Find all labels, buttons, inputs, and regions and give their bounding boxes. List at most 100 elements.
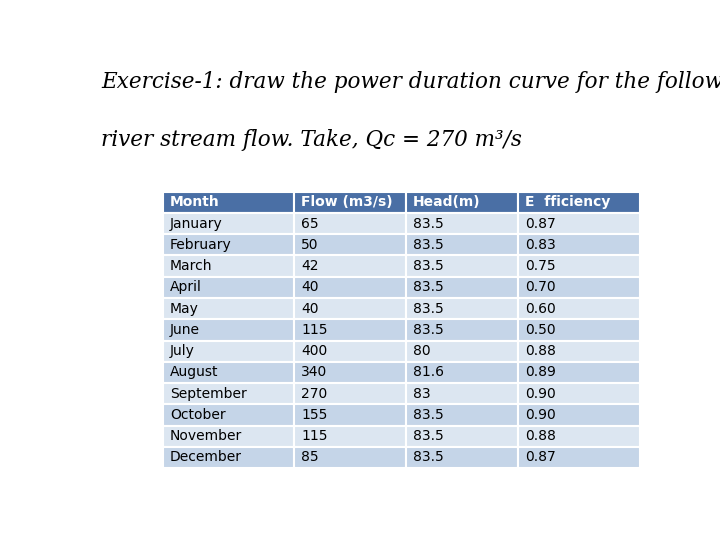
FancyBboxPatch shape <box>518 362 639 383</box>
Text: October: October <box>170 408 225 422</box>
FancyBboxPatch shape <box>518 404 639 426</box>
FancyBboxPatch shape <box>406 404 518 426</box>
FancyBboxPatch shape <box>163 404 294 426</box>
FancyBboxPatch shape <box>294 319 406 341</box>
Text: 83.5: 83.5 <box>413 302 444 315</box>
Text: June: June <box>170 323 199 337</box>
FancyBboxPatch shape <box>294 192 406 213</box>
Text: January: January <box>170 217 222 231</box>
FancyBboxPatch shape <box>294 213 406 234</box>
Text: 0.87: 0.87 <box>525 450 556 464</box>
FancyBboxPatch shape <box>406 192 518 213</box>
FancyBboxPatch shape <box>406 426 518 447</box>
Text: Head(m): Head(m) <box>413 195 481 210</box>
FancyBboxPatch shape <box>406 255 518 276</box>
Text: 0.88: 0.88 <box>525 429 556 443</box>
Text: Exercise-1: draw the power duration curve for the following: Exercise-1: draw the power duration curv… <box>101 71 720 93</box>
FancyBboxPatch shape <box>163 426 294 447</box>
Text: 83.5: 83.5 <box>413 429 444 443</box>
Text: 0.87: 0.87 <box>525 217 556 231</box>
FancyBboxPatch shape <box>406 362 518 383</box>
FancyBboxPatch shape <box>163 234 294 255</box>
FancyBboxPatch shape <box>518 298 639 319</box>
FancyBboxPatch shape <box>294 383 406 404</box>
FancyBboxPatch shape <box>294 447 406 468</box>
Text: April: April <box>170 280 202 294</box>
Text: 83: 83 <box>413 387 431 401</box>
Text: February: February <box>170 238 232 252</box>
FancyBboxPatch shape <box>163 276 294 298</box>
FancyBboxPatch shape <box>163 362 294 383</box>
Text: 50: 50 <box>301 238 318 252</box>
Text: 115: 115 <box>301 323 328 337</box>
Text: 0.90: 0.90 <box>525 408 556 422</box>
Text: 83.5: 83.5 <box>413 450 444 464</box>
FancyBboxPatch shape <box>518 319 639 341</box>
Text: Month: Month <box>170 195 220 210</box>
Text: 42: 42 <box>301 259 318 273</box>
FancyBboxPatch shape <box>294 298 406 319</box>
FancyBboxPatch shape <box>163 319 294 341</box>
Text: 81.6: 81.6 <box>413 366 444 380</box>
FancyBboxPatch shape <box>294 426 406 447</box>
FancyBboxPatch shape <box>406 213 518 234</box>
FancyBboxPatch shape <box>294 255 406 276</box>
Text: Flow (m3/s): Flow (m3/s) <box>301 195 392 210</box>
FancyBboxPatch shape <box>518 447 639 468</box>
Text: 0.75: 0.75 <box>525 259 556 273</box>
Text: 40: 40 <box>301 302 318 315</box>
Text: 155: 155 <box>301 408 328 422</box>
FancyBboxPatch shape <box>406 298 518 319</box>
Text: 83.5: 83.5 <box>413 238 444 252</box>
FancyBboxPatch shape <box>406 383 518 404</box>
Text: 340: 340 <box>301 366 328 380</box>
FancyBboxPatch shape <box>406 276 518 298</box>
Text: July: July <box>170 344 194 358</box>
FancyBboxPatch shape <box>406 319 518 341</box>
FancyBboxPatch shape <box>294 404 406 426</box>
FancyBboxPatch shape <box>163 255 294 276</box>
Text: August: August <box>170 366 218 380</box>
Text: 0.88: 0.88 <box>525 344 556 358</box>
FancyBboxPatch shape <box>294 362 406 383</box>
FancyBboxPatch shape <box>294 234 406 255</box>
Text: river stream flow. Take, Qc = 270 m³/s: river stream flow. Take, Qc = 270 m³/s <box>101 129 522 151</box>
Text: 85: 85 <box>301 450 319 464</box>
Text: 400: 400 <box>301 344 328 358</box>
FancyBboxPatch shape <box>163 341 294 362</box>
Text: September: September <box>170 387 246 401</box>
FancyBboxPatch shape <box>518 276 639 298</box>
Text: 115: 115 <box>301 429 328 443</box>
FancyBboxPatch shape <box>163 213 294 234</box>
Text: 65: 65 <box>301 217 319 231</box>
FancyBboxPatch shape <box>518 192 639 213</box>
Text: 0.83: 0.83 <box>525 238 556 252</box>
FancyBboxPatch shape <box>518 234 639 255</box>
Text: 270: 270 <box>301 387 328 401</box>
Text: November: November <box>170 429 242 443</box>
Text: 83.5: 83.5 <box>413 259 444 273</box>
Text: 80: 80 <box>413 344 431 358</box>
Text: 0.90: 0.90 <box>525 387 556 401</box>
Text: 0.89: 0.89 <box>525 366 556 380</box>
Text: May: May <box>170 302 199 315</box>
FancyBboxPatch shape <box>406 234 518 255</box>
FancyBboxPatch shape <box>518 426 639 447</box>
FancyBboxPatch shape <box>518 383 639 404</box>
FancyBboxPatch shape <box>518 255 639 276</box>
Text: 83.5: 83.5 <box>413 408 444 422</box>
FancyBboxPatch shape <box>163 298 294 319</box>
FancyBboxPatch shape <box>163 383 294 404</box>
Text: 83.5: 83.5 <box>413 323 444 337</box>
FancyBboxPatch shape <box>294 276 406 298</box>
FancyBboxPatch shape <box>518 213 639 234</box>
Text: March: March <box>170 259 212 273</box>
FancyBboxPatch shape <box>163 192 294 213</box>
Text: 83.5: 83.5 <box>413 280 444 294</box>
Text: 0.60: 0.60 <box>525 302 556 315</box>
FancyBboxPatch shape <box>294 341 406 362</box>
Text: 0.70: 0.70 <box>525 280 556 294</box>
Text: 40: 40 <box>301 280 318 294</box>
Text: 83.5: 83.5 <box>413 217 444 231</box>
FancyBboxPatch shape <box>163 447 294 468</box>
